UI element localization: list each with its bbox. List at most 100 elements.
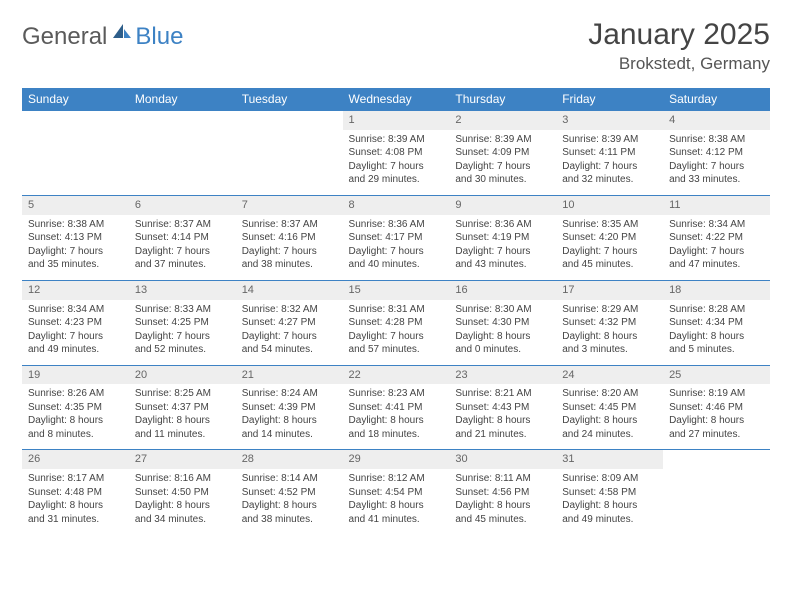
day-details: Sunrise: 8:39 AMSunset: 4:09 PMDaylight:… <box>449 130 556 195</box>
day-number: 8 <box>343 196 450 215</box>
sunrise-text: Sunrise: 8:19 AM <box>669 387 764 401</box>
day-details: Sunrise: 8:19 AMSunset: 4:46 PMDaylight:… <box>663 384 770 449</box>
daylight-line1: Daylight: 7 hours <box>135 330 230 344</box>
day-number: 31 <box>556 450 663 469</box>
daylight-line1: Daylight: 7 hours <box>455 160 550 174</box>
calendar-week-row: 1Sunrise: 8:39 AMSunset: 4:08 PMDaylight… <box>22 111 770 196</box>
sunrise-text: Sunrise: 8:39 AM <box>455 133 550 147</box>
day-number: 24 <box>556 366 663 385</box>
sunset-text: Sunset: 4:09 PM <box>455 146 550 160</box>
day-details: Sunrise: 8:34 AMSunset: 4:23 PMDaylight:… <box>22 300 129 365</box>
calendar-day-cell: 21Sunrise: 8:24 AMSunset: 4:39 PMDayligh… <box>236 365 343 450</box>
sunset-text: Sunset: 4:48 PM <box>28 486 123 500</box>
calendar-day-cell <box>22 111 129 196</box>
calendar-day-cell: 31Sunrise: 8:09 AMSunset: 4:58 PMDayligh… <box>556 450 663 534</box>
daylight-line1: Daylight: 8 hours <box>669 330 764 344</box>
daylight-line2: and 11 minutes. <box>135 428 230 442</box>
daylight-line2: and 45 minutes. <box>455 513 550 527</box>
calendar-day-cell: 5Sunrise: 8:38 AMSunset: 4:13 PMDaylight… <box>22 195 129 280</box>
day-details: Sunrise: 8:38 AMSunset: 4:12 PMDaylight:… <box>663 130 770 195</box>
day-details: Sunrise: 8:37 AMSunset: 4:16 PMDaylight:… <box>236 215 343 280</box>
daylight-line2: and 30 minutes. <box>455 173 550 187</box>
calendar-day-cell: 25Sunrise: 8:19 AMSunset: 4:46 PMDayligh… <box>663 365 770 450</box>
weekday-header-row: Sunday Monday Tuesday Wednesday Thursday… <box>22 88 770 111</box>
sunset-text: Sunset: 4:46 PM <box>669 401 764 415</box>
daylight-line1: Daylight: 7 hours <box>669 160 764 174</box>
daylight-line1: Daylight: 8 hours <box>28 414 123 428</box>
day-number: 30 <box>449 450 556 469</box>
daylight-line2: and 47 minutes. <box>669 258 764 272</box>
sunset-text: Sunset: 4:14 PM <box>135 231 230 245</box>
sunrise-text: Sunrise: 8:30 AM <box>455 303 550 317</box>
daylight-line2: and 29 minutes. <box>349 173 444 187</box>
sunrise-text: Sunrise: 8:38 AM <box>28 218 123 232</box>
sunrise-text: Sunrise: 8:34 AM <box>28 303 123 317</box>
day-number: 27 <box>129 450 236 469</box>
calendar-day-cell: 10Sunrise: 8:35 AMSunset: 4:20 PMDayligh… <box>556 195 663 280</box>
daylight-line1: Daylight: 7 hours <box>669 245 764 259</box>
daylight-line1: Daylight: 7 hours <box>242 330 337 344</box>
daylight-line1: Daylight: 7 hours <box>349 160 444 174</box>
calendar-day-cell: 3Sunrise: 8:39 AMSunset: 4:11 PMDaylight… <box>556 111 663 196</box>
sunset-text: Sunset: 4:45 PM <box>562 401 657 415</box>
calendar-day-cell: 1Sunrise: 8:39 AMSunset: 4:08 PMDaylight… <box>343 111 450 196</box>
daylight-line1: Daylight: 8 hours <box>562 330 657 344</box>
sunrise-text: Sunrise: 8:32 AM <box>242 303 337 317</box>
day-number: 7 <box>236 196 343 215</box>
day-number: 4 <box>663 111 770 130</box>
day-number: 14 <box>236 281 343 300</box>
daylight-line2: and 18 minutes. <box>349 428 444 442</box>
daylight-line2: and 8 minutes. <box>28 428 123 442</box>
sunrise-text: Sunrise: 8:16 AM <box>135 472 230 486</box>
daylight-line2: and 5 minutes. <box>669 343 764 357</box>
day-details: Sunrise: 8:24 AMSunset: 4:39 PMDaylight:… <box>236 384 343 449</box>
sunset-text: Sunset: 4:22 PM <box>669 231 764 245</box>
calendar-day-cell: 30Sunrise: 8:11 AMSunset: 4:56 PMDayligh… <box>449 450 556 534</box>
sunset-text: Sunset: 4:27 PM <box>242 316 337 330</box>
day-details: Sunrise: 8:28 AMSunset: 4:34 PMDaylight:… <box>663 300 770 365</box>
calendar-day-cell <box>236 111 343 196</box>
calendar-day-cell: 23Sunrise: 8:21 AMSunset: 4:43 PMDayligh… <box>449 365 556 450</box>
day-details: Sunrise: 8:35 AMSunset: 4:20 PMDaylight:… <box>556 215 663 280</box>
daylight-line2: and 31 minutes. <box>28 513 123 527</box>
sunset-text: Sunset: 4:56 PM <box>455 486 550 500</box>
day-number: 20 <box>129 366 236 385</box>
sunrise-text: Sunrise: 8:36 AM <box>349 218 444 232</box>
day-number: 23 <box>449 366 556 385</box>
day-number: 2 <box>449 111 556 130</box>
calendar-day-cell: 8Sunrise: 8:36 AMSunset: 4:17 PMDaylight… <box>343 195 450 280</box>
daylight-line1: Daylight: 8 hours <box>562 414 657 428</box>
daylight-line1: Daylight: 7 hours <box>28 245 123 259</box>
day-details: Sunrise: 8:17 AMSunset: 4:48 PMDaylight:… <box>22 469 129 534</box>
sunrise-text: Sunrise: 8:29 AM <box>562 303 657 317</box>
day-number: 1 <box>343 111 450 130</box>
sunset-text: Sunset: 4:52 PM <box>242 486 337 500</box>
sunset-text: Sunset: 4:41 PM <box>349 401 444 415</box>
daylight-line2: and 3 minutes. <box>562 343 657 357</box>
sunrise-text: Sunrise: 8:25 AM <box>135 387 230 401</box>
day-number: 13 <box>129 281 236 300</box>
weekday-header: Thursday <box>449 88 556 111</box>
calendar-day-cell: 17Sunrise: 8:29 AMSunset: 4:32 PMDayligh… <box>556 280 663 365</box>
calendar-day-cell <box>129 111 236 196</box>
daylight-line2: and 27 minutes. <box>669 428 764 442</box>
day-details: Sunrise: 8:16 AMSunset: 4:50 PMDaylight:… <box>129 469 236 534</box>
daylight-line2: and 52 minutes. <box>135 343 230 357</box>
sunrise-text: Sunrise: 8:38 AM <box>669 133 764 147</box>
sunset-text: Sunset: 4:20 PM <box>562 231 657 245</box>
daylight-line2: and 0 minutes. <box>455 343 550 357</box>
daylight-line1: Daylight: 7 hours <box>455 245 550 259</box>
daylight-line2: and 21 minutes. <box>455 428 550 442</box>
daylight-line1: Daylight: 8 hours <box>135 499 230 513</box>
daylight-line2: and 43 minutes. <box>455 258 550 272</box>
calendar-week-row: 19Sunrise: 8:26 AMSunset: 4:35 PMDayligh… <box>22 365 770 450</box>
month-title: January 2025 <box>588 18 770 52</box>
day-details: Sunrise: 8:33 AMSunset: 4:25 PMDaylight:… <box>129 300 236 365</box>
day-number: 28 <box>236 450 343 469</box>
calendar-day-cell: 14 Sunrise: 8:32 AMSunset: 4:27 PMDayligh… <box>236 280 343 365</box>
sunrise-text: Sunrise: 8:37 AM <box>135 218 230 232</box>
daylight-line2: and 33 minutes. <box>669 173 764 187</box>
day-details: Sunrise: 8:34 AMSunset: 4:22 PMDaylight:… <box>663 215 770 280</box>
weekday-header: Wednesday <box>343 88 450 111</box>
day-number: 9 <box>449 196 556 215</box>
